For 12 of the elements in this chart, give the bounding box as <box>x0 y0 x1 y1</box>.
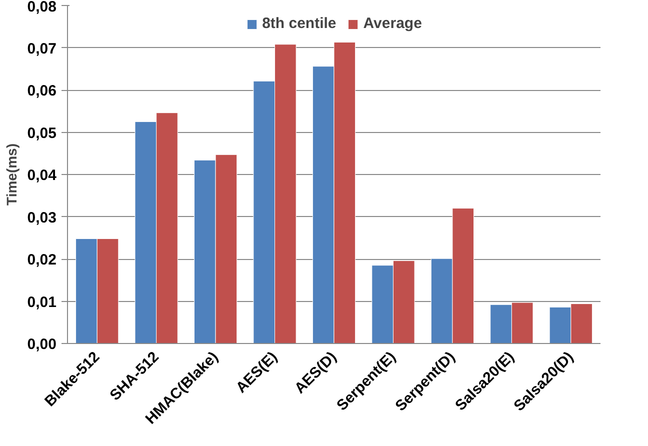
y-tick-label: 0,07 <box>27 40 57 58</box>
y-tick-label: 0,08 <box>27 0 57 16</box>
y-tick-label: 0,06 <box>27 82 57 100</box>
legend-label: Average <box>363 15 422 32</box>
legend-label: 8th centile <box>262 15 336 32</box>
y-tick-label: 0,01 <box>27 294 57 311</box>
y-tick-label: 0,05 <box>27 124 57 142</box>
y-tick-label: 0,03 <box>27 209 57 226</box>
y-axis-title: Time(ms) <box>3 144 20 206</box>
y-tick-label: 0,04 <box>27 167 58 184</box>
y-tick-label: 0,00 <box>27 336 57 353</box>
y-tick-label: 0,02 <box>27 252 57 268</box>
